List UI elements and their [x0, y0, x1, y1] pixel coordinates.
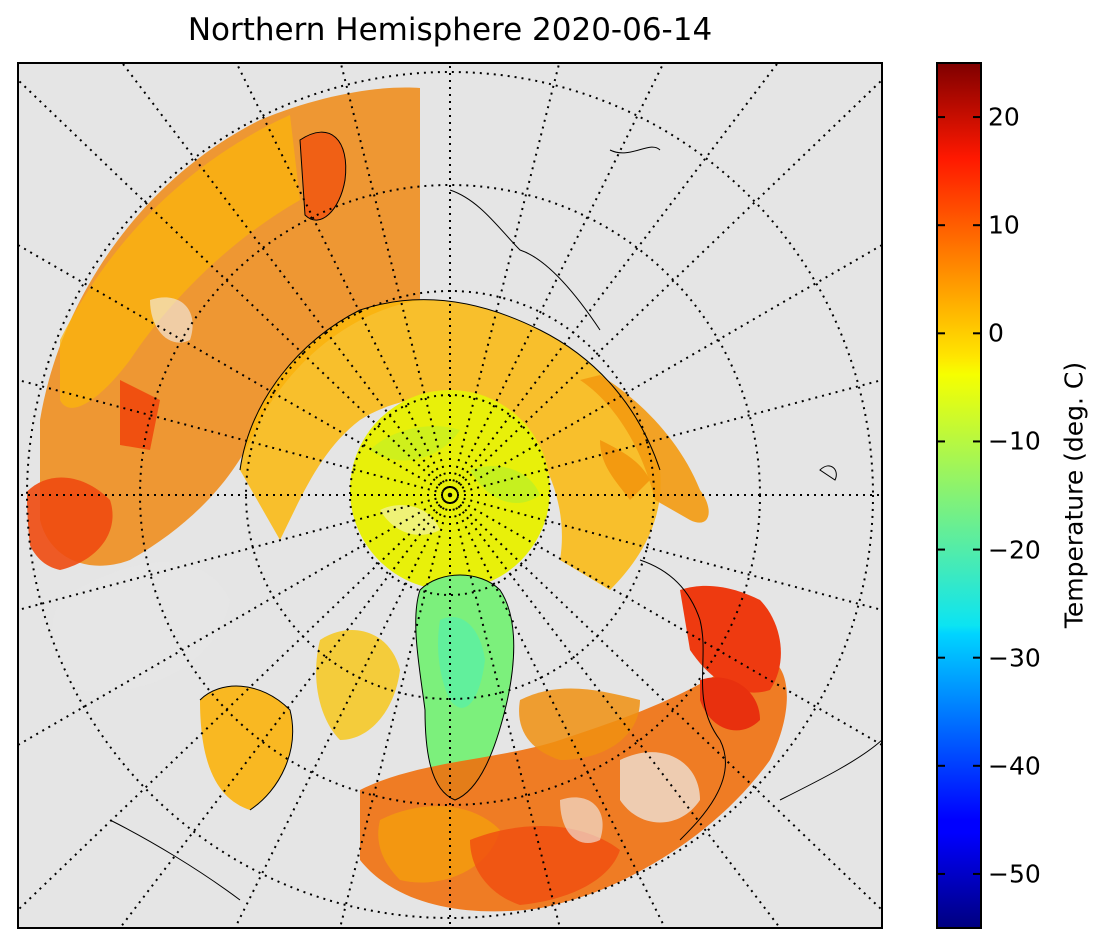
colorbar-tick-label: 20 — [988, 102, 1020, 132]
colorbar-label: Temperature (deg. C) — [1059, 361, 1089, 629]
colorbar-gradient — [936, 62, 982, 929]
map-frame — [17, 62, 883, 929]
colorbar-tick-label: −50 — [988, 859, 1041, 889]
graticule — [18, 63, 882, 928]
coastlines — [109, 131, 882, 901]
colorbar-tick-label: 0 — [988, 318, 1004, 348]
colorbar-tick-label: −30 — [988, 643, 1041, 673]
temperature-field — [27, 87, 787, 912]
colorbar-tick-label: 10 — [988, 210, 1020, 240]
colorbar-tick-label: −20 — [988, 535, 1041, 565]
map-title: Northern Hemisphere 2020-06-14 — [187, 12, 713, 48]
colorbar-tick-label: −10 — [988, 426, 1041, 456]
colorbar-tick-label: −40 — [988, 751, 1041, 781]
